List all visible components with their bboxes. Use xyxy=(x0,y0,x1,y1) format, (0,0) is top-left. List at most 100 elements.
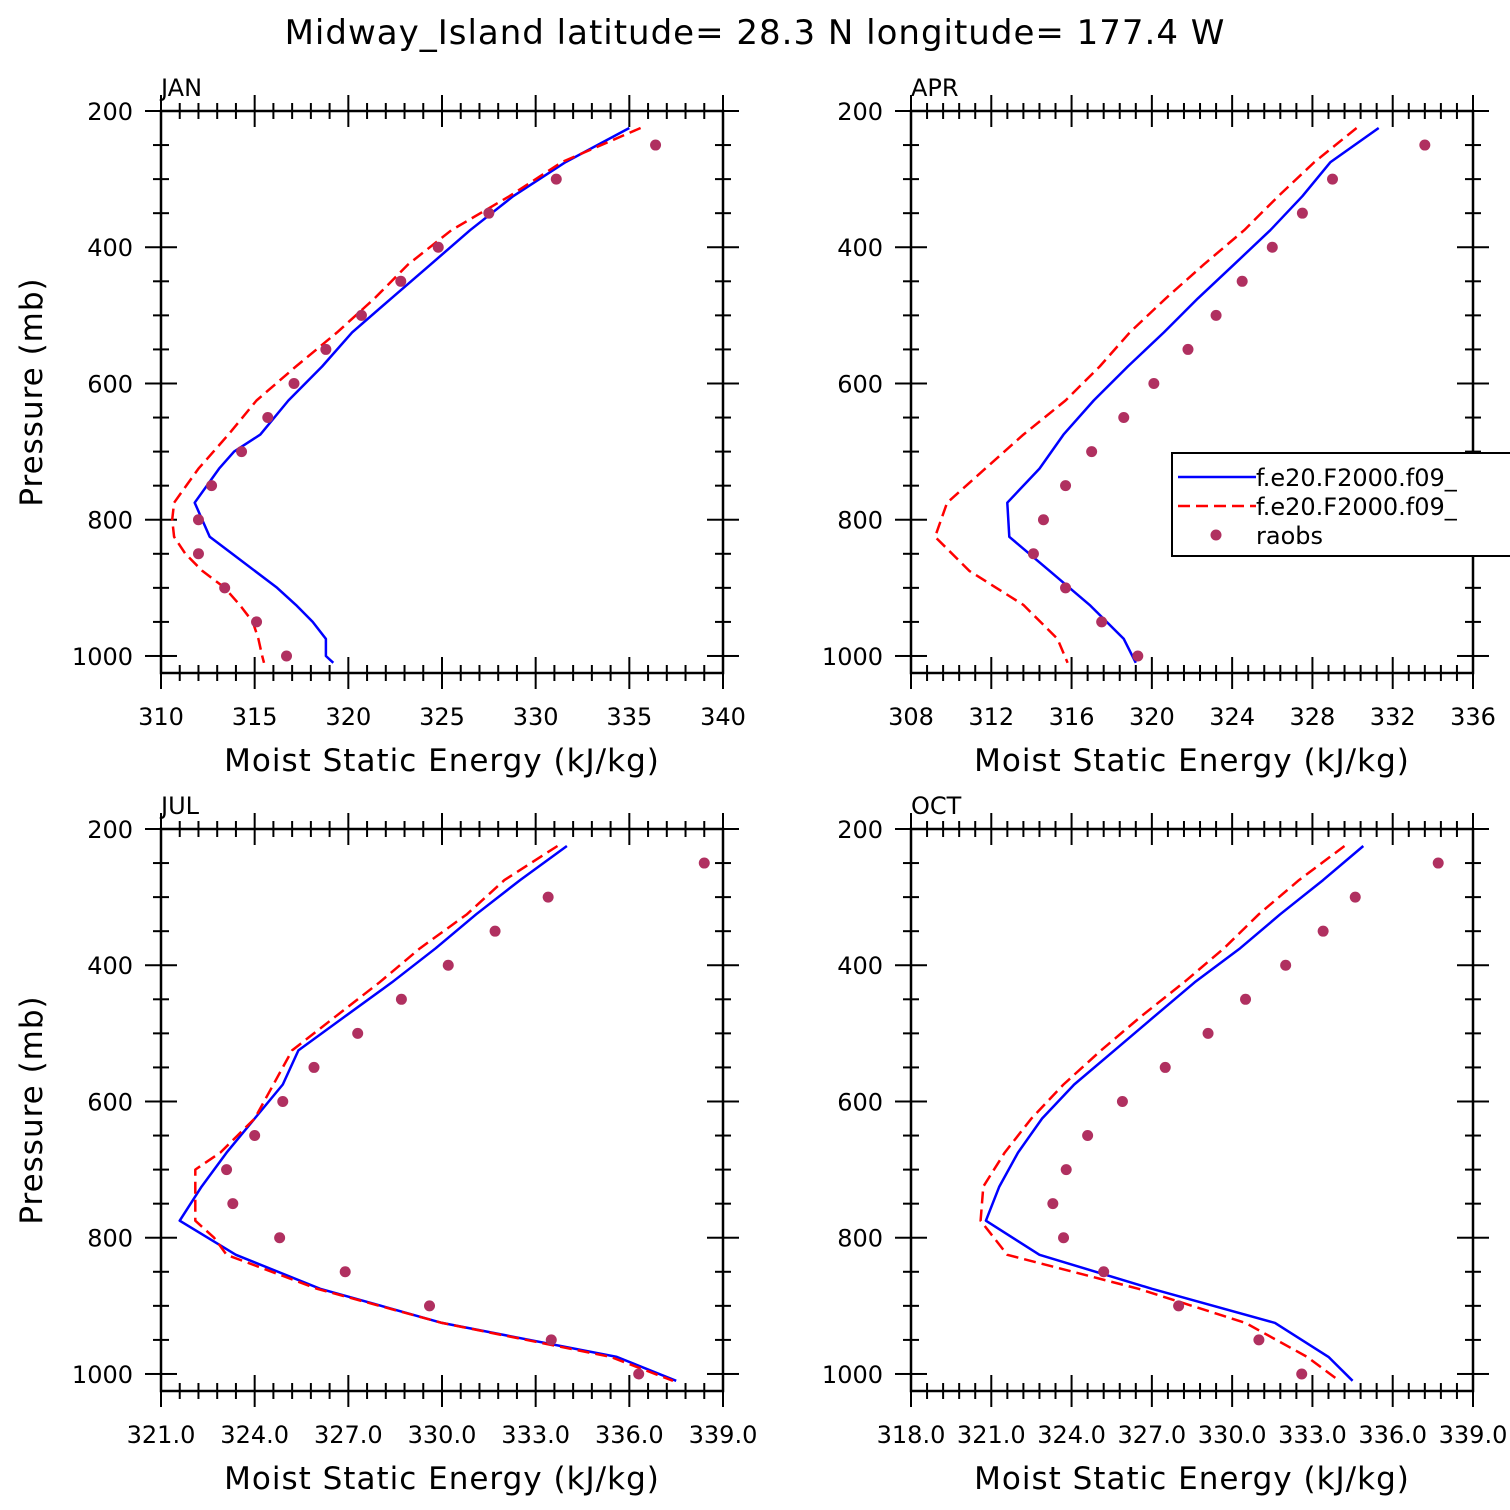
legend: f.e20.F2000.f09_f.e20.F2000.f09_raobs xyxy=(1171,452,1510,557)
series-group xyxy=(170,126,662,664)
raobs-point xyxy=(236,446,248,458)
raobs-point xyxy=(1132,650,1144,662)
legend-box xyxy=(1171,452,1510,557)
raobs-point xyxy=(542,891,554,903)
raobs-point xyxy=(545,1334,557,1346)
raobs-point xyxy=(1240,993,1252,1005)
x-tick-label: 330 xyxy=(513,703,559,731)
x-axis-label: Moist Static Energy (kJ/kg) xyxy=(974,1461,1410,1497)
y-tick-label: 200 xyxy=(837,98,883,126)
x-tick-label: 324.0 xyxy=(220,1421,289,1449)
x-axis: 321.0 324.0 327.0 330.0 333.0 336.0 339.0 xyxy=(127,813,758,1449)
raobs-point xyxy=(1202,1027,1214,1039)
x-tick-label: 316 xyxy=(1049,703,1095,731)
y-tick-label: 1000 xyxy=(822,643,883,671)
y-tick-label: 400 xyxy=(87,234,133,262)
raobs-point xyxy=(352,1027,364,1039)
x-tick-label: 336 xyxy=(1450,703,1496,731)
panel-label: APR xyxy=(911,74,959,102)
x-tick-label: 324 xyxy=(1209,703,1255,731)
x-tick-label: 321.0 xyxy=(127,1421,196,1449)
panel-label: JAN xyxy=(159,74,202,102)
y-tick-label: 800 xyxy=(87,507,133,535)
y-tick-label: 400 xyxy=(87,952,133,980)
y-tick-label: 200 xyxy=(87,98,133,126)
plot-frame xyxy=(909,109,1475,675)
x-tick-label: 324.0 xyxy=(1037,1421,1106,1449)
raobs-point xyxy=(1317,925,1329,937)
raobs-point xyxy=(1118,412,1130,424)
x-axis: 310 315 320 325 330 335 340 xyxy=(138,95,746,731)
raobs-point xyxy=(395,993,407,1005)
panel-label: JUL xyxy=(159,792,200,820)
raobs-point xyxy=(1419,139,1431,151)
y-tick-label: 400 xyxy=(837,234,883,262)
raobs-point xyxy=(1266,241,1278,253)
series-line-solid xyxy=(193,126,630,664)
legend-label: f.e20.F2000.f09_ xyxy=(1256,464,1458,492)
raobs-point xyxy=(339,1266,351,1278)
y-axis-label: Pressure (mb) xyxy=(14,995,50,1224)
raobs-point xyxy=(1086,446,1098,458)
y-tick-label: 600 xyxy=(87,1088,133,1116)
y-tick-label: 1000 xyxy=(72,643,133,671)
plot-frame xyxy=(159,109,725,675)
x-tick-label: 330.0 xyxy=(1198,1421,1267,1449)
x-axis: 318.0 321.0 324.0 327.0 330.0 333.0 336.0 339.0 xyxy=(877,813,1507,1449)
raobs-point xyxy=(1060,1164,1072,1176)
y-tick-label: 600 xyxy=(87,370,133,398)
raobs-point xyxy=(424,1300,436,1312)
raobs-point xyxy=(1060,480,1072,492)
raobs-point xyxy=(1148,377,1160,389)
figure-title: Midway_Island latitude= 28.3 N longitude… xyxy=(285,13,1226,53)
series-line-dashed xyxy=(979,844,1346,1382)
raobs-point xyxy=(1098,1266,1110,1278)
y-tick-label: 200 xyxy=(87,816,133,844)
x-axis-label: Moist Static Energy (kJ/kg) xyxy=(224,743,660,779)
raobs-point xyxy=(432,241,444,253)
x-tick-label: 333.0 xyxy=(501,1421,570,1449)
raobs-point xyxy=(1349,891,1361,903)
x-tick-label: 310 xyxy=(138,703,184,731)
raobs-point xyxy=(1296,1368,1308,1380)
x-axis-label: Moist Static Energy (kJ/kg) xyxy=(974,743,1410,779)
raobs-point xyxy=(442,959,454,971)
x-tick-label: 312 xyxy=(968,703,1014,731)
panels: JAN 200 400 600 800 1000 310 315 320 325 330 335 340… xyxy=(14,74,1507,1497)
y-tick-label: 1000 xyxy=(72,1361,133,1389)
x-tick-label: 315 xyxy=(232,703,278,731)
raobs-point xyxy=(1210,309,1222,321)
panel-label: OCT xyxy=(911,792,962,820)
y-tick-label: 600 xyxy=(837,370,883,398)
plot-frame xyxy=(159,827,725,1393)
raobs-point xyxy=(262,412,274,424)
y-tick-label: 800 xyxy=(837,1225,883,1253)
x-tick-label: 325 xyxy=(419,703,465,731)
raobs-point xyxy=(308,1061,320,1073)
series-group xyxy=(933,126,1431,664)
raobs-point xyxy=(192,548,204,560)
y-tick-label: 800 xyxy=(87,1225,133,1253)
legend-label: f.e20.F2000.f09_ xyxy=(1256,493,1458,521)
y-axis: 200 400 600 800 1000 xyxy=(72,816,739,1389)
raobs-point xyxy=(249,1130,261,1142)
legend-label: raobs xyxy=(1256,522,1323,550)
y-tick-label: 1000 xyxy=(822,1361,883,1389)
raobs-point xyxy=(1236,275,1248,287)
series-line-solid xyxy=(984,845,1365,1382)
legend-marker-dot xyxy=(1210,529,1222,541)
x-axis-label: Moist Static Energy (kJ/kg) xyxy=(224,1461,660,1497)
raobs-point xyxy=(1253,1334,1265,1346)
y-tick-label: 200 xyxy=(837,816,883,844)
x-tick-label: 339.0 xyxy=(689,1421,758,1449)
raobs-point xyxy=(1037,514,1049,526)
raobs-point xyxy=(698,857,710,869)
x-tick-label: 328 xyxy=(1290,703,1336,731)
x-tick-label: 340 xyxy=(700,703,746,731)
series-line-dashed xyxy=(170,126,642,664)
x-tick-label: 335 xyxy=(606,703,652,731)
panel-jan: JAN 200 400 600 800 1000 310 315 320 325 330 335 340… xyxy=(14,74,746,779)
raobs-point xyxy=(1327,173,1338,185)
